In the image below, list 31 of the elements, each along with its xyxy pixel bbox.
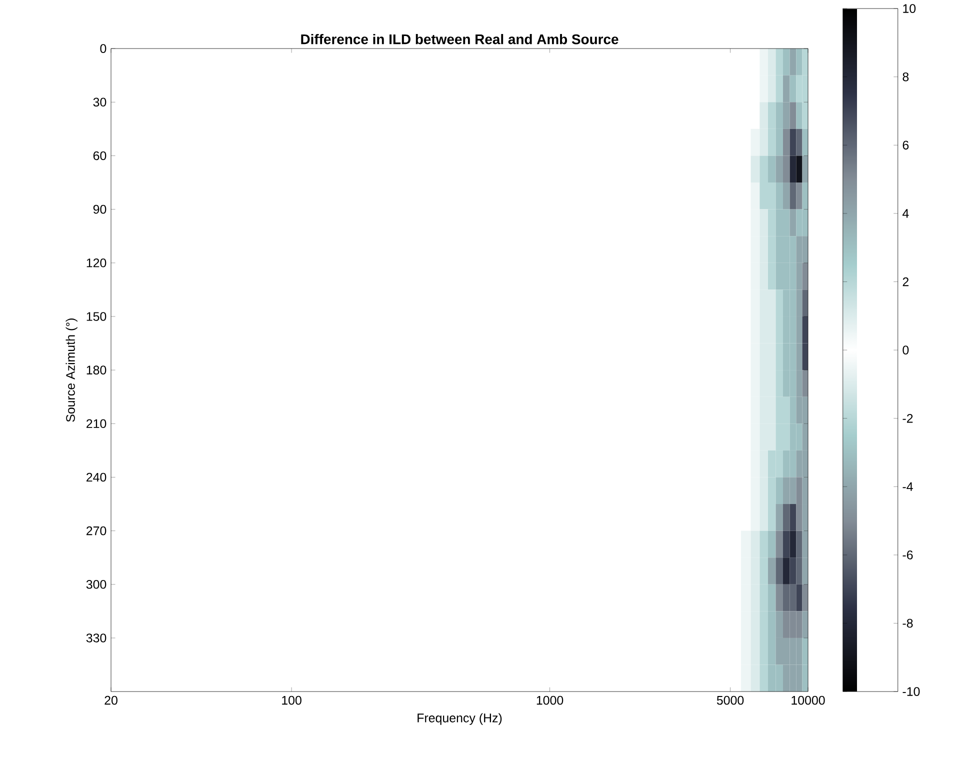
y-tick-label: 150: [86, 312, 106, 322]
x-tick-label: 20: [104, 696, 118, 705]
y-tick-label: 90: [93, 205, 106, 214]
y-tick-label: 120: [86, 258, 106, 268]
color-bar-label: 8: [902, 72, 909, 82]
color-bar-label: -10: [902, 687, 920, 696]
color-bar-label: 6: [902, 140, 909, 150]
color-bar-label: 10: [903, 4, 916, 14]
y-tick-label: 60: [93, 152, 106, 160]
y-tick-label: 330: [86, 634, 106, 643]
x-axis-title: Frequency (Hz): [418, 713, 502, 726]
y-tick-label: 180: [86, 366, 106, 375]
y-tick-label: 0: [100, 44, 106, 54]
y-tick-label: 270: [86, 526, 106, 536]
y-tick-label: 300: [86, 580, 106, 590]
color-bar-label: 4: [902, 209, 909, 218]
y-axis-title: Source Azimuth (°): [66, 318, 78, 422]
color-bar-label: 2: [902, 278, 909, 286]
color-bar-label: -8: [902, 619, 913, 628]
x-tick-label: 1000: [536, 696, 564, 705]
y-tick-label: 240: [86, 473, 106, 482]
color-bar-label: -6: [902, 550, 913, 560]
color-bar-label: 0: [902, 346, 909, 355]
y-tick-label: 210: [86, 419, 106, 428]
y-tick-label: 30: [93, 98, 106, 107]
x-tick-label: 5000: [716, 696, 744, 705]
color-bar-label: -2: [902, 414, 913, 423]
x-tick-label: 100: [282, 696, 302, 705]
color-bar-label: -4: [902, 482, 913, 492]
chart-title: Difference in ILD between Real and Amb Source: [301, 34, 618, 44]
x-tick-label: 10000: [792, 696, 825, 705]
